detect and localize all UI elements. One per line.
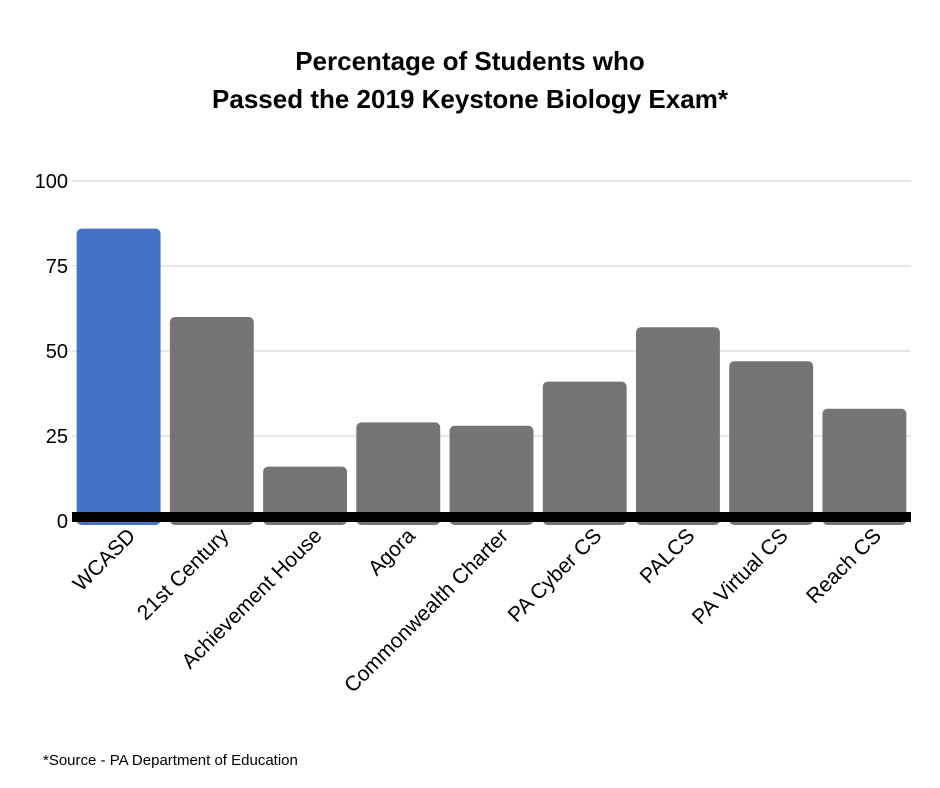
bar bbox=[449, 425, 534, 525]
chart-title: Percentage of Students who Passed the 20… bbox=[0, 42, 940, 118]
y-axis-ticks: 0 25 50 75 100 bbox=[35, 171, 68, 533]
y-tick-label: 0 bbox=[57, 511, 68, 533]
x-tick-label: PALCS bbox=[636, 524, 700, 588]
x-axis-baseline bbox=[72, 512, 911, 522]
x-tick-label: Reach CS bbox=[802, 524, 886, 608]
y-tick-label: 100 bbox=[35, 171, 68, 193]
x-axis-line bbox=[72, 512, 911, 522]
x-tick-label: PA Virtual CS bbox=[688, 524, 793, 629]
bar bbox=[76, 228, 161, 525]
x-tick-label: 21st Century bbox=[133, 524, 234, 625]
bar bbox=[822, 408, 907, 525]
chart-title-line-2: Passed the 2019 Keystone Biology Exam* bbox=[212, 84, 728, 114]
source-footnote: *Source - PA Department of Education bbox=[43, 752, 298, 769]
x-tick-label: Agora bbox=[364, 524, 420, 580]
bar bbox=[356, 422, 441, 525]
y-tick-label: 50 bbox=[46, 341, 68, 363]
bar bbox=[635, 327, 720, 525]
x-tick-label: PA Cyber CS bbox=[504, 524, 607, 627]
bar bbox=[542, 381, 627, 525]
bars bbox=[76, 228, 907, 525]
chart-title-line-1: Percentage of Students who bbox=[295, 46, 645, 76]
x-tick-label: WCASD bbox=[69, 524, 141, 596]
y-tick-label: 25 bbox=[46, 426, 68, 448]
y-tick-label: 75 bbox=[46, 256, 68, 278]
bar bbox=[169, 317, 254, 525]
x-tick-label: Commonwealth Charter bbox=[340, 524, 513, 697]
bar bbox=[729, 361, 814, 525]
bar bbox=[263, 466, 348, 525]
